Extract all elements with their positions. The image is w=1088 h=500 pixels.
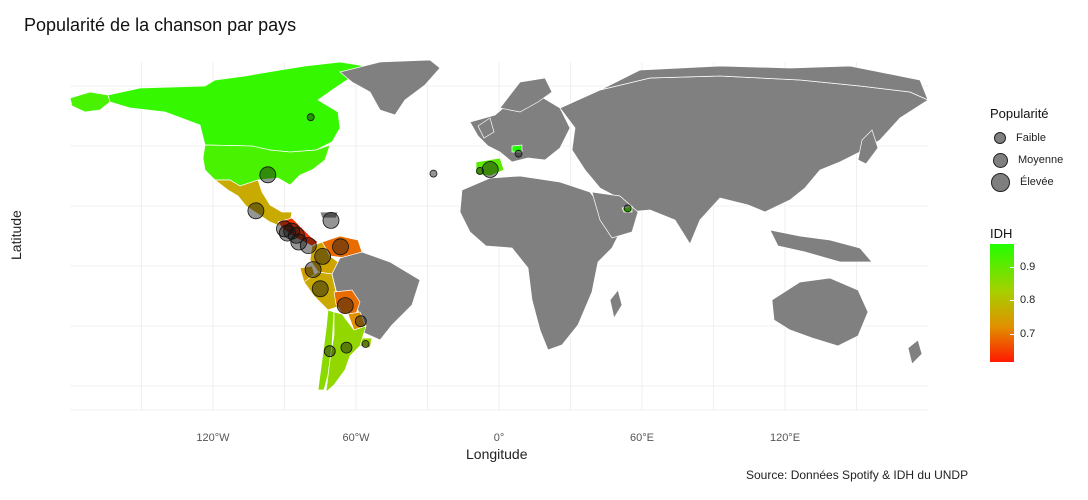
popularity-points xyxy=(247,113,632,358)
popularity-point xyxy=(354,315,367,328)
legend-label-elevee: Élevée xyxy=(1020,176,1054,188)
africa xyxy=(459,175,621,351)
source-caption: Source: Données Spotify & IDH du UNDP xyxy=(746,468,969,482)
popularity-point xyxy=(311,280,329,298)
popularity-point xyxy=(336,297,354,315)
country-brazil xyxy=(331,251,421,341)
popularity-legend-title: Popularité xyxy=(990,106,1049,121)
idh-tick-0-9: 0.9 xyxy=(1009,261,1036,273)
country-canada xyxy=(107,61,366,153)
popularity-point xyxy=(304,261,322,279)
legend-dot-small-icon xyxy=(994,132,1006,144)
chart-title: Popularité de la chanson par pays xyxy=(24,15,297,35)
popularity-point xyxy=(340,341,353,354)
country-dominican-republic xyxy=(319,211,339,219)
x-tick-label: 60°E xyxy=(630,432,654,444)
country-usa xyxy=(202,144,331,187)
y-axis-label: Latitude xyxy=(8,210,24,260)
idh-legend: IDH 0.9 0.8 0.7 xyxy=(990,226,1070,376)
popularity-point xyxy=(429,169,438,178)
x-axis-label: Longitude xyxy=(466,446,528,462)
x-tick-label: 120°E xyxy=(770,432,800,444)
legend-dot-large-icon xyxy=(991,172,1010,192)
idh-legend-title: IDH xyxy=(990,226,1013,241)
popularity-point xyxy=(247,202,265,220)
arabian-peninsula xyxy=(591,191,639,239)
legend-label-moyenne: Moyenne xyxy=(1018,154,1064,166)
legend-item-faible: Faible xyxy=(990,127,1063,149)
idh-tick-0-7: 0.7 xyxy=(1009,328,1036,340)
popularity-point xyxy=(322,211,340,229)
legend-item-elevee: Élevée xyxy=(990,171,1063,193)
australia xyxy=(771,277,869,347)
popularity-point xyxy=(259,166,277,184)
popularity-point xyxy=(476,167,484,175)
madagascar xyxy=(609,289,623,319)
popularity-legend: Popularité Faible Moyenne Élevée xyxy=(990,106,1063,193)
x-tick-label: 60°W xyxy=(342,432,370,444)
x-axis-ticks: 120°W 60°W 0° 60°E 120°E xyxy=(196,432,800,444)
country-argentina xyxy=(325,311,367,393)
legend-item-moyenne: Moyenne xyxy=(990,149,1063,171)
russia-north xyxy=(599,65,929,101)
idh-tick-0-8: 0.8 xyxy=(1009,294,1036,306)
popularity-point xyxy=(514,149,523,158)
popularity-point xyxy=(306,113,315,122)
popularity-point xyxy=(278,224,296,242)
japan xyxy=(857,129,879,165)
x-tick-label: 120°W xyxy=(196,432,230,444)
x-tick-label: 0° xyxy=(494,432,505,444)
legend-label-faible: Faible xyxy=(1016,132,1046,144)
popularity-point xyxy=(314,247,332,265)
country-chile xyxy=(317,309,335,391)
country-alaska xyxy=(69,91,111,113)
popularity-point xyxy=(323,345,336,358)
greenland xyxy=(339,59,441,116)
popularity-point xyxy=(332,238,349,256)
popularity-point xyxy=(361,340,370,348)
southeast-asia-islands xyxy=(769,229,873,263)
uk-ireland xyxy=(477,117,495,139)
popularity-point xyxy=(299,237,317,255)
popularity-point xyxy=(481,161,499,178)
new-zealand xyxy=(907,339,923,365)
land-masses xyxy=(69,59,929,393)
scandinavia xyxy=(499,77,553,113)
legend-dot-medium-icon xyxy=(993,152,1008,168)
popularity-point xyxy=(623,204,632,213)
popularity-point xyxy=(290,233,308,251)
idh-colorbar xyxy=(990,244,1014,362)
